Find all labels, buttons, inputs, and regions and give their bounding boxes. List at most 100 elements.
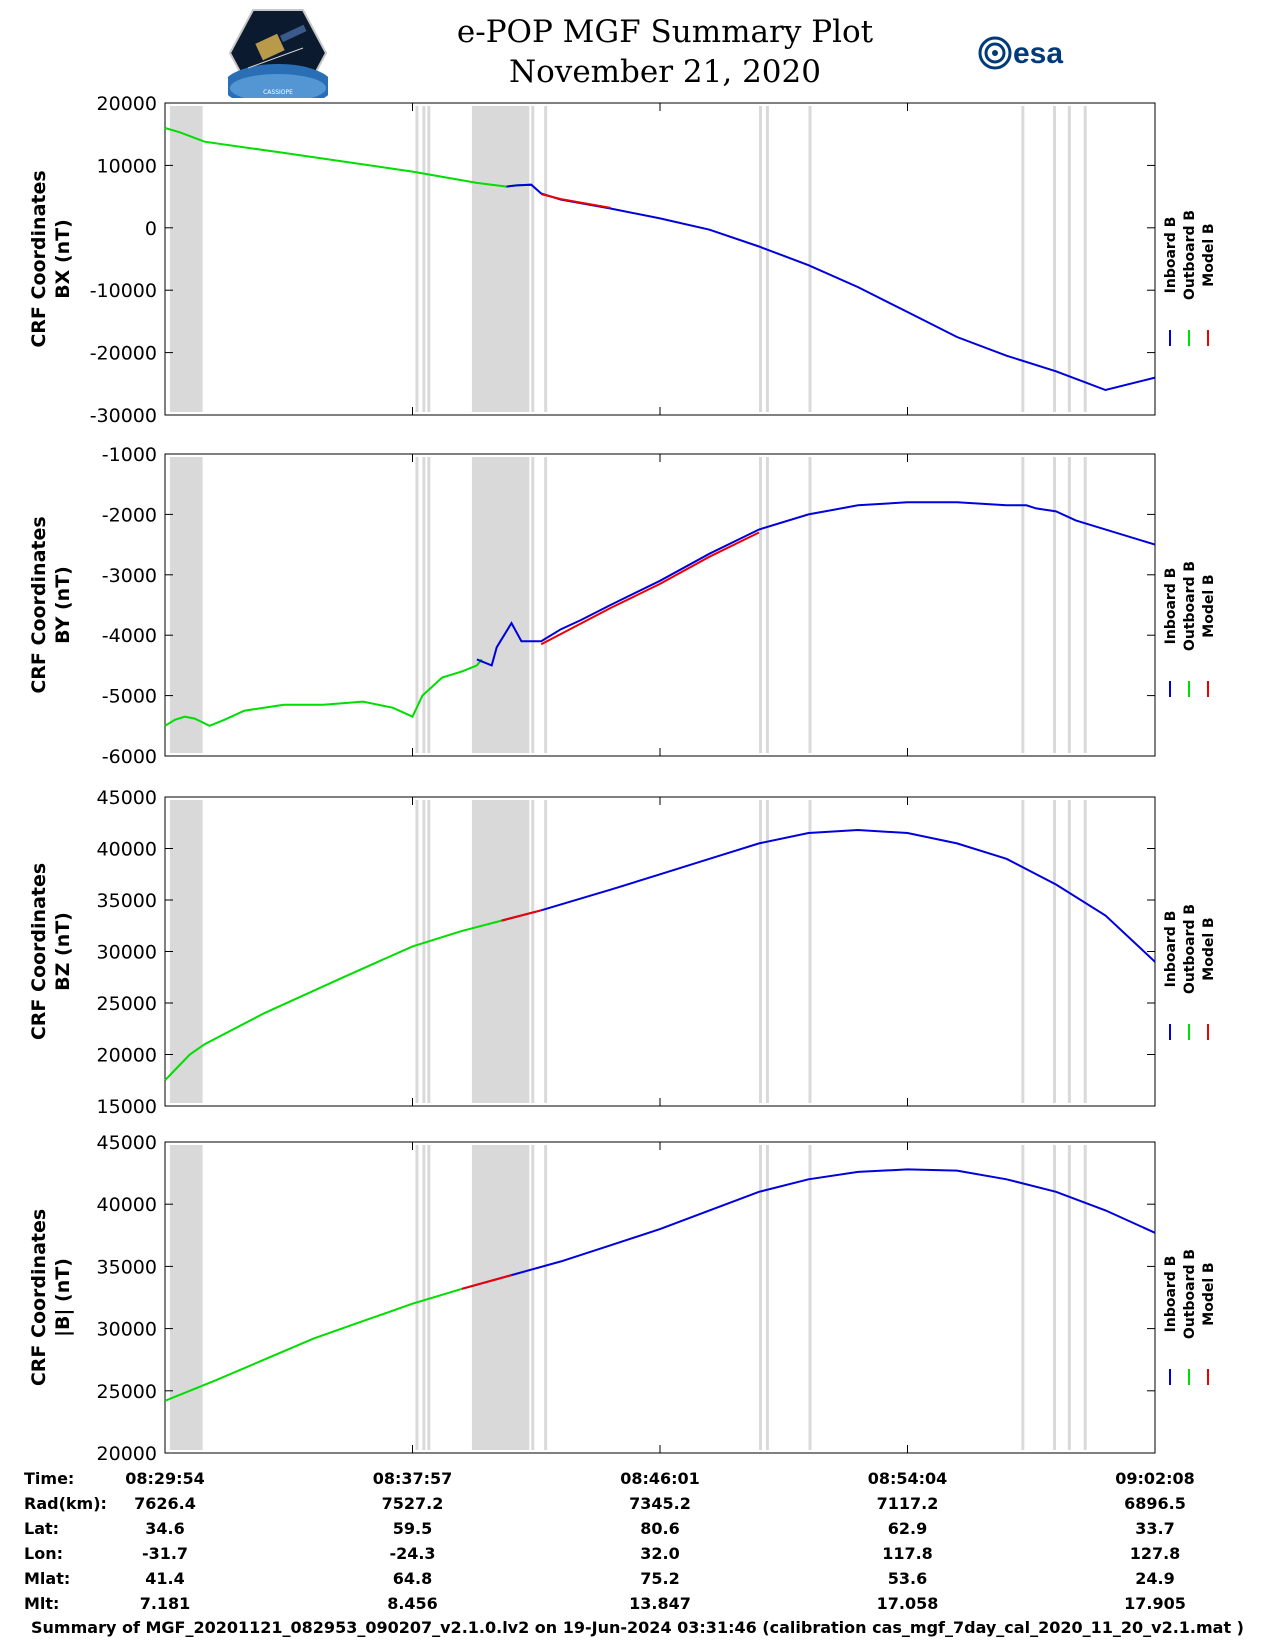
data-gap: [531, 1145, 535, 1450]
series-line-model-b: [461, 1274, 512, 1290]
legend-label: Inboard B: [1163, 217, 1179, 294]
y-tick-label: -20000: [90, 343, 157, 365]
y-axis-label-line2: BZ (nT): [52, 912, 74, 991]
data-gap: [808, 800, 812, 1103]
series-line-inboard-b: [501, 828, 1156, 963]
y-tick-label: -2000: [102, 504, 157, 526]
ephemeris-value: 33.7: [1135, 1519, 1174, 1538]
ephemeris-value: 62.9: [888, 1519, 927, 1538]
y-tick-label: 45000: [97, 1132, 157, 1154]
data-gap: [471, 800, 530, 1103]
data-gap: [1053, 800, 1056, 1103]
data-gap: [1083, 457, 1087, 753]
legend-label: Outboard B: [1182, 904, 1198, 994]
ephemeris-value: 17.905: [1124, 1594, 1186, 1613]
data-gap: [427, 106, 431, 412]
y-axis-label-line2: BX (nT): [52, 219, 74, 299]
y-tick-label: 35000: [97, 1256, 157, 1278]
series-line-model-b: [540, 531, 760, 646]
y-tick-label: 40000: [97, 1194, 157, 1216]
series-line-model-b: [540, 193, 611, 209]
series-line-outboard-b: [164, 1287, 463, 1402]
series-line-inboard-b: [461, 1168, 1156, 1290]
y-tick-label: -6000: [102, 746, 157, 768]
plot-frame: [164, 1141, 1156, 1454]
data-gap: [471, 1145, 530, 1450]
y-tick-label: 20000: [97, 93, 157, 115]
y-axis-label: CRF Coordinates BY (nT): [28, 516, 74, 693]
y-tick-label: 20000: [97, 1443, 157, 1465]
data-gap: [531, 106, 535, 412]
data-gap: [1021, 106, 1025, 412]
y-axis-label-line2: BY (nT): [52, 566, 74, 644]
data-gap: [1067, 1145, 1071, 1450]
ephemeris-value: 59.5: [393, 1519, 432, 1538]
y-tick-label: 0: [145, 218, 157, 240]
ephemeris-table: Time: Rad(km): Lat: Lon: Mlat: Mlt: 08:29:54 76…: [24, 1469, 1195, 1613]
data-gap: [544, 800, 548, 1103]
page-title: e-POP MGF Summary Plot: [456, 14, 874, 50]
data-gap: [544, 1145, 548, 1450]
ephemeris-value: 34.6: [145, 1519, 184, 1538]
data-gap: [427, 457, 431, 753]
series-line-model-b: [501, 909, 542, 922]
ephemeris-row-label: Rad(km):: [24, 1494, 107, 1513]
plot-frame: [164, 453, 1156, 757]
y-tick-label: -30000: [90, 405, 157, 427]
legend-label: Inboard B: [1163, 568, 1179, 645]
legend-label: Inboard B: [1163, 911, 1179, 988]
y-tick-label: 45000: [97, 787, 157, 809]
ephemeris-value: 80.6: [640, 1519, 679, 1538]
data-gap: [544, 457, 548, 753]
cassiope-logo: CASSIOPE: [228, 9, 328, 98]
data-gap: [808, 106, 812, 412]
data-gap: [471, 106, 530, 412]
data-gap: [427, 800, 431, 1103]
data-gap: [1053, 1145, 1056, 1450]
y-tick-label: 30000: [97, 942, 157, 964]
plot-date: November 21, 2020: [509, 54, 821, 90]
y-tick-label: -10000: [90, 280, 157, 302]
panel-3: 45000 40000 35000 30000 25000 20000 15000 CRF C…: [28, 787, 1217, 1118]
legend-label: Model B: [1201, 917, 1217, 980]
data-gap: [1053, 106, 1056, 412]
ephemeris-value: 13.847: [629, 1594, 691, 1613]
ephemeris-value: 41.4: [145, 1569, 184, 1588]
ephemeris-row-label: Mlat:: [24, 1569, 70, 1588]
legend-label: Model B: [1201, 223, 1217, 286]
y-tick-label: 25000: [97, 993, 157, 1015]
ephemeris-value: 7527.2: [382, 1494, 444, 1513]
ephemeris-value: 17.058: [877, 1594, 939, 1613]
panel-2: -1000 -2000 -3000 -4000 -5000 -6000 CRF Coordi…: [28, 444, 1217, 768]
data-gap: [759, 106, 762, 412]
y-tick-label: 25000: [97, 1381, 157, 1403]
y-axis-label-line1: CRF Coordinates: [28, 516, 50, 693]
ephemeris-value: 32.0: [640, 1544, 679, 1563]
ephemeris-value: 117.8: [882, 1544, 933, 1563]
data-gap: [1053, 457, 1056, 753]
data-gap: [169, 1145, 203, 1450]
ephemeris-value: 08:37:57: [373, 1469, 453, 1488]
ephemeris-value: 08:54:04: [868, 1469, 948, 1488]
data-gap: [471, 457, 530, 753]
cassiope-logo-text: CASSIOPE: [263, 89, 293, 96]
ephemeris-value: -31.7: [142, 1544, 188, 1563]
data-gap: [415, 457, 419, 753]
data-gap: [427, 1145, 431, 1450]
series-line-outboard-b: [164, 658, 483, 727]
legend-label: Inboard B: [1163, 1256, 1179, 1333]
data-gap: [531, 457, 535, 753]
data-gap: [808, 1145, 812, 1450]
ephemeris-value: 7626.4: [134, 1494, 196, 1513]
data-gap: [169, 106, 203, 412]
ephemeris-value: 08:46:01: [620, 1469, 700, 1488]
y-tick-label: -1000: [102, 444, 157, 466]
data-gap: [759, 1145, 762, 1450]
y-tick-label: -3000: [102, 565, 157, 587]
y-tick-label: 35000: [97, 890, 157, 912]
data-gap: [1083, 800, 1087, 1103]
y-axis-label-line1: CRF Coordinates: [28, 863, 50, 1040]
legend-label: Outboard B: [1182, 210, 1198, 300]
data-gap: [765, 1145, 769, 1450]
